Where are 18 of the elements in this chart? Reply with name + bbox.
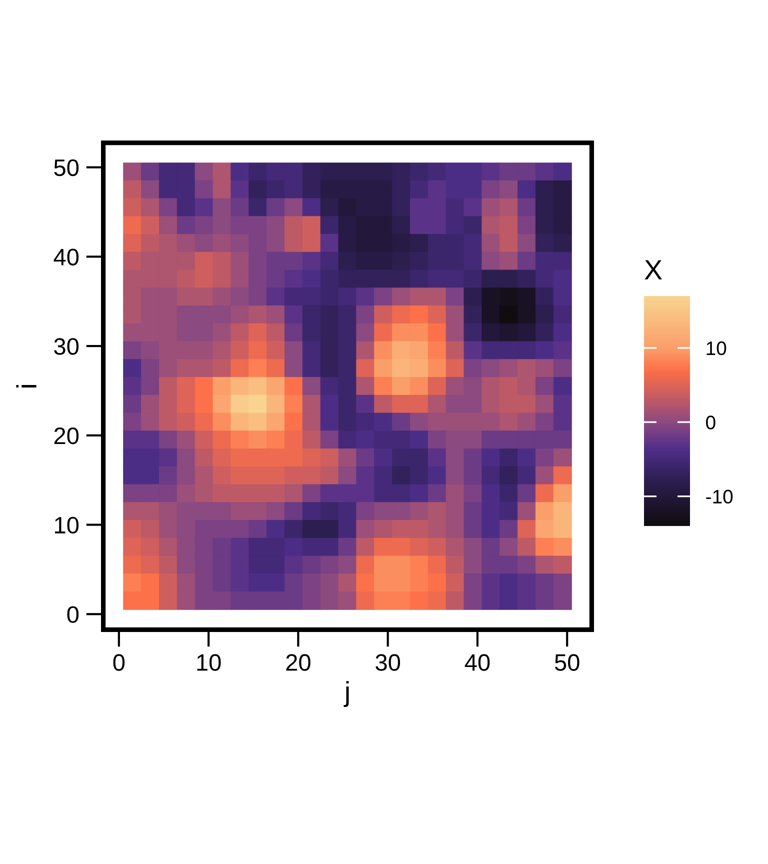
color-bar-label: -10 [706,490,733,504]
color-bar-label: 0 [706,416,716,430]
color-bar-title: X [644,260,662,280]
y-axis-title: i [16,385,36,388]
color-bar-label: 10 [706,341,726,356]
x-tick-label: 50 [554,654,580,671]
x-tick-label: 0 [113,654,125,671]
y-tick-label: 40 [54,248,79,266]
y-tick-label: 30 [54,338,79,355]
y-tick-label: 20 [54,427,79,444]
y-tick-label: 50 [54,159,79,176]
x-axis-title: j [344,681,349,707]
y-tick-label: 10 [55,516,79,534]
x-tick-label: 10 [197,654,221,671]
x-tick-label: 40 [464,654,490,671]
y-tick-label: 0 [67,606,79,623]
x-tick-label: 20 [286,654,310,671]
x-tick-label: 30 [376,654,400,671]
